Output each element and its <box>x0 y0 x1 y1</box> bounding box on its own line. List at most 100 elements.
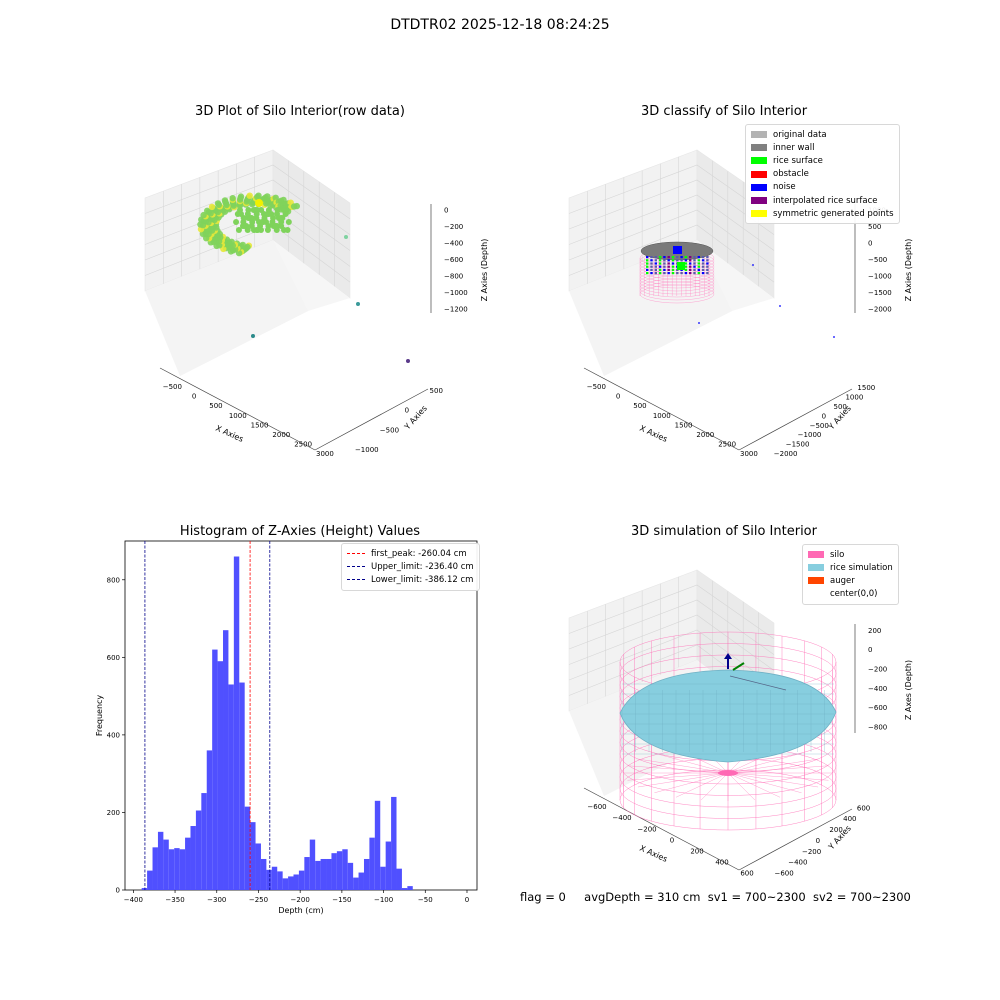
p4-auger <box>732 662 745 671</box>
legend-label: auger <box>830 575 855 586</box>
p3-bar <box>244 806 251 890</box>
p2-zlabel: Z Axies (Depth) <box>904 239 913 302</box>
p2-rice-cluster <box>677 262 685 270</box>
legend-label: center(0,0) <box>830 589 878 600</box>
p3-xtick-label: −200 <box>291 896 310 904</box>
p2-point <box>676 272 679 275</box>
p3-bar <box>288 876 294 890</box>
legend-swatch <box>751 131 767 139</box>
p2-ztick: −500 <box>868 256 887 264</box>
legend-swatch <box>751 183 767 191</box>
panel3-title: Histogram of Z-Axies (Height) Values <box>179 524 421 539</box>
p2-point <box>667 259 670 262</box>
p2-point <box>684 262 688 265</box>
p2-point <box>701 259 705 262</box>
p3-xtick-label: −150 <box>332 896 351 904</box>
legend-simulation: silo rice simulation auger center(0,0) <box>802 544 899 605</box>
p3-ytick-label: 600 <box>107 654 120 662</box>
p2-point <box>697 256 700 259</box>
p1-xtick: 1000 <box>229 412 247 420</box>
p4-ztick: 200 <box>868 627 881 635</box>
p4-silo-floor-center <box>718 770 738 776</box>
p1-point <box>406 359 410 363</box>
p2-ytick: −1000 <box>798 431 822 439</box>
p2-point <box>650 268 653 271</box>
p2-point <box>646 272 649 275</box>
legend-item: original data <box>751 128 894 141</box>
p2-point <box>646 268 649 271</box>
p2-ztick: 0 <box>868 239 872 247</box>
p3-bar <box>309 839 316 890</box>
p2-xtick: 0 <box>616 393 620 401</box>
p2-point <box>706 262 709 265</box>
p2-point <box>671 256 675 259</box>
p1-ztick: −200 <box>444 223 463 231</box>
p3-bar <box>391 796 397 890</box>
p4-silo-floor-spoke <box>700 772 729 801</box>
legend-item: rice surface <box>751 154 894 167</box>
panel2-title: 3D classify of Silo Interior <box>640 104 808 119</box>
legend-label: obstacle <box>773 169 809 180</box>
p1-point <box>244 227 251 233</box>
panel1-title: 3D Plot of Silo Interior(row data) <box>195 104 405 119</box>
p2-point <box>676 256 679 259</box>
legend-swatch <box>808 551 824 559</box>
p2-point <box>684 265 688 268</box>
p2-ytick: 500 <box>834 403 847 411</box>
p2-point <box>663 262 666 265</box>
p1-ztick: −600 <box>444 256 463 264</box>
p2-ztick: −2000 <box>868 306 892 314</box>
p2-point <box>680 259 683 262</box>
p4-zlabel: Z Axes (Depth) <box>904 660 913 720</box>
legend-item: obstacle <box>751 168 894 181</box>
p2-ytick: 1000 <box>845 393 863 401</box>
p2-point <box>654 265 657 268</box>
p4-x-axis <box>583 787 740 871</box>
p1-point <box>255 192 262 199</box>
sv2-text: sv2 = 700~2300 <box>812 890 911 904</box>
p1-xtick: 2000 <box>272 431 290 439</box>
p2-point <box>706 259 709 262</box>
p3-bar <box>396 868 402 890</box>
p4-xtick: −200 <box>637 825 656 833</box>
p3-xlabel: Depth (cm) <box>278 906 323 915</box>
p1-y-axis <box>314 388 429 451</box>
p2-ytick: 0 <box>822 412 826 420</box>
p4-silo-floor-spoke <box>727 772 829 781</box>
legend-label: interpolated rice surface <box>773 195 878 206</box>
p2-point <box>646 256 649 259</box>
p2-point <box>654 259 657 262</box>
p1-xtick: 0 <box>192 393 196 401</box>
p2-point <box>663 272 666 275</box>
p1-xtick: 3000 <box>316 450 334 458</box>
p2-point <box>680 256 683 259</box>
p3-ytick-label: 0 <box>116 887 120 895</box>
p3-bar <box>174 848 180 890</box>
p1-point <box>264 227 271 233</box>
p1-xlabel: X Axies <box>214 424 245 444</box>
p4-ytick: 400 <box>843 815 856 823</box>
p3-bar <box>250 822 256 890</box>
p1-point <box>235 227 242 233</box>
p2-xtick: 3000 <box>740 450 758 458</box>
p2-point <box>697 272 700 275</box>
p3-bar <box>233 556 240 890</box>
p4-ytick: 200 <box>829 826 842 834</box>
p1-xtick: 1500 <box>251 421 269 429</box>
p2-point <box>654 256 657 259</box>
p4-grid-h <box>568 599 775 655</box>
p1-point <box>344 235 348 239</box>
p3-bar <box>282 878 289 890</box>
p2-point <box>693 265 696 268</box>
p1-ztick: −1200 <box>444 306 468 314</box>
p4-xtick: 200 <box>690 847 703 855</box>
p2-point <box>701 272 705 275</box>
p4-rice-surface <box>619 669 837 763</box>
p2-point <box>693 262 696 265</box>
legend-swatch <box>347 553 365 555</box>
legend-item: Upper_limit: -236.40 cm <box>347 560 474 573</box>
p2-grid-h <box>568 209 775 267</box>
p3-bar <box>326 858 332 890</box>
p2-point <box>667 272 670 275</box>
p4-xlabel: X Axies <box>638 844 669 864</box>
